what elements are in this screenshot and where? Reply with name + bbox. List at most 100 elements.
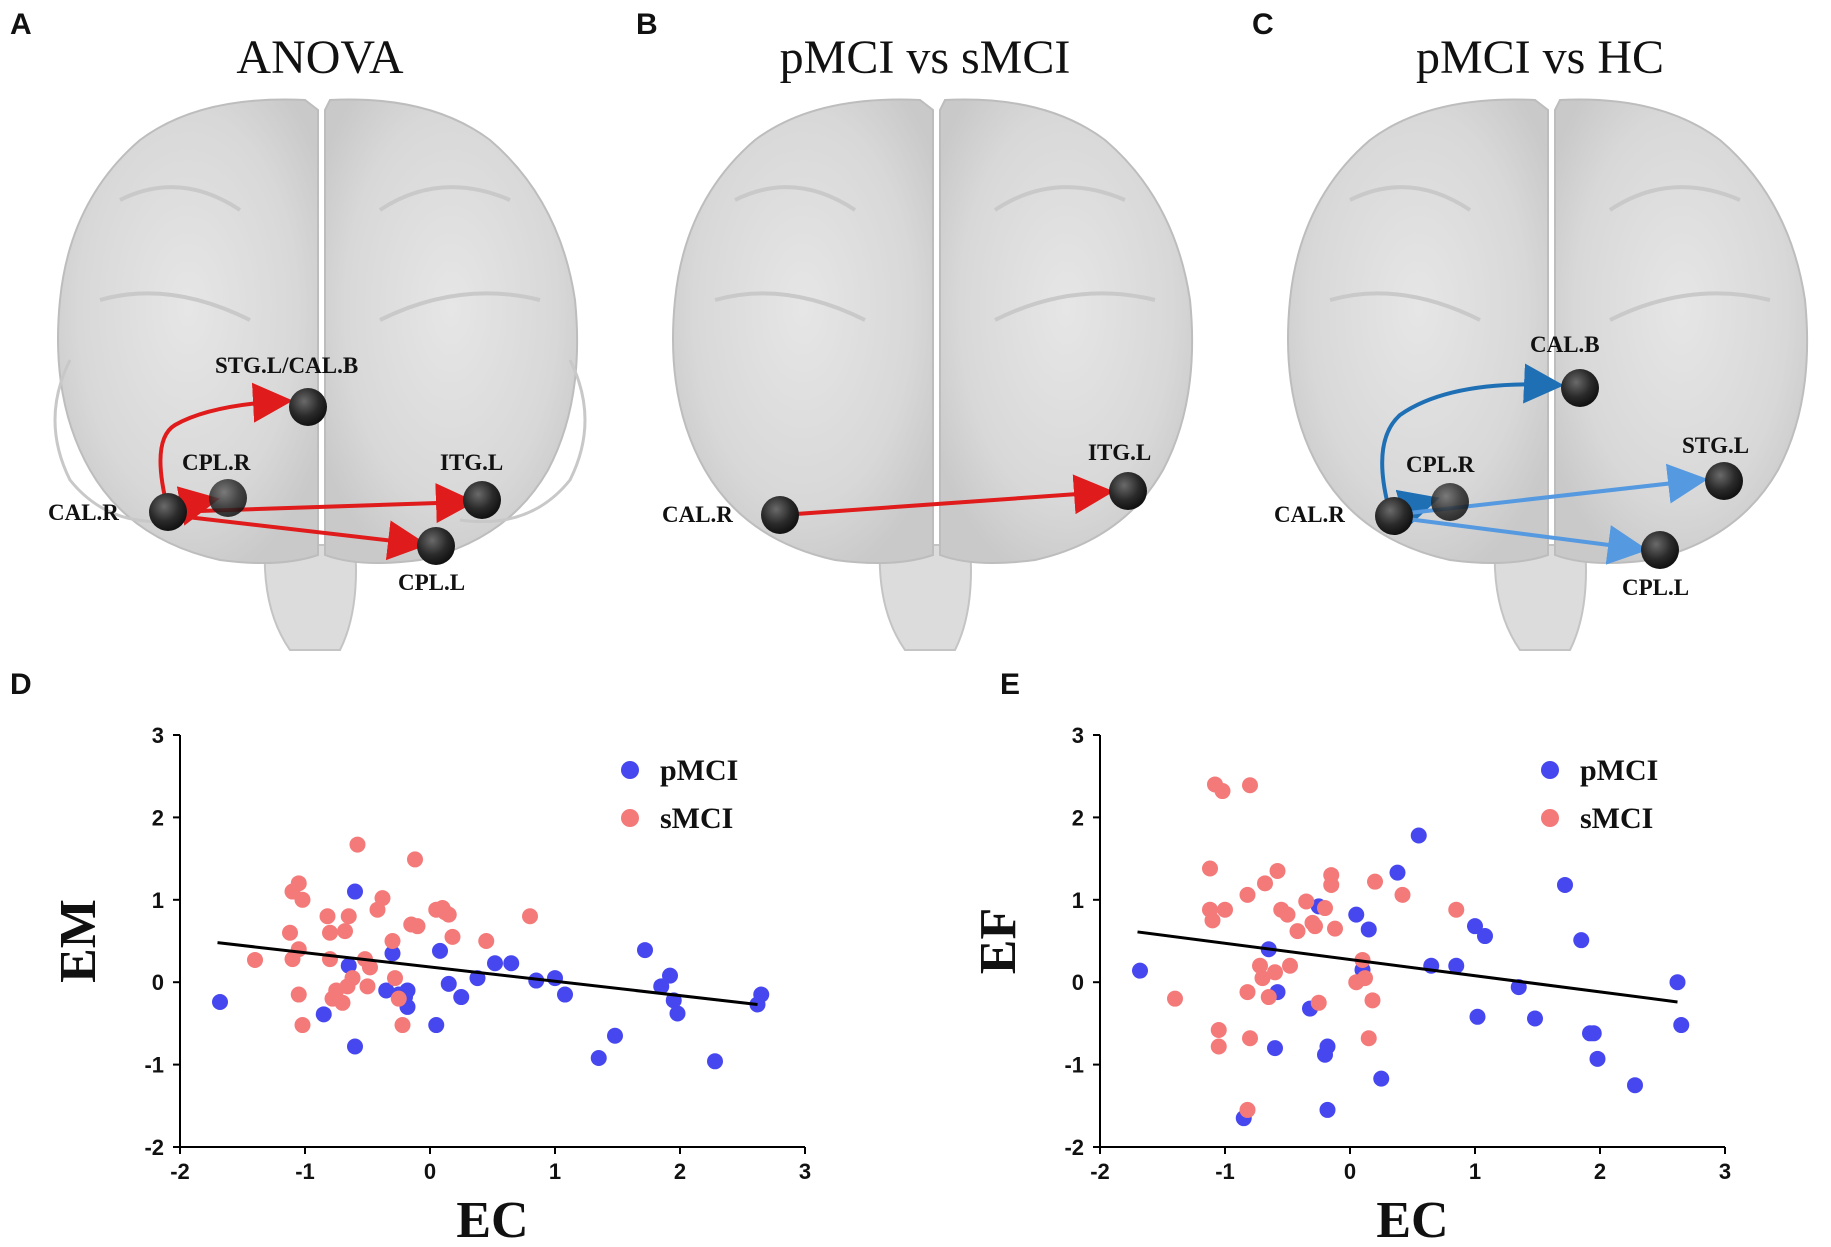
node-c-cal-r bbox=[1375, 497, 1413, 535]
point-smci bbox=[1367, 873, 1383, 890]
point-pmci bbox=[590, 1050, 607, 1067]
x-tick-label: -2 bbox=[1090, 1159, 1110, 1184]
point-smci bbox=[1210, 1038, 1227, 1055]
y-tick-label: 1 bbox=[1072, 888, 1084, 913]
point-pmci bbox=[340, 957, 357, 974]
node-a-cpl-l bbox=[417, 527, 455, 565]
point-smci bbox=[247, 951, 263, 968]
point-pmci bbox=[669, 1005, 686, 1022]
scatter-chart-e: -2 -1 0 1 2 3 -2 -1 0 1 2 3 EC EF pMCI sMCI bbox=[970, 723, 1731, 1247]
point-pmci bbox=[1132, 962, 1148, 979]
point-smci bbox=[1279, 906, 1296, 923]
node-c-cpl-r bbox=[1431, 483, 1469, 521]
panel-b-title: pMCI vs sMCI bbox=[779, 31, 1071, 84]
x-tick-label: -2 bbox=[170, 1159, 190, 1184]
point-smci bbox=[390, 990, 407, 1007]
point-smci bbox=[1260, 989, 1277, 1006]
point-smci bbox=[1239, 1101, 1256, 1118]
edge-c-cal-r-to-cal-b bbox=[1380, 363, 1564, 506]
brain-a-left-lobe bbox=[53, 359, 181, 524]
panel-c-nodes bbox=[1375, 369, 1743, 569]
label-a-cpl-l: CPL.L bbox=[398, 570, 465, 595]
point-smci bbox=[409, 918, 426, 935]
point-smci bbox=[374, 890, 391, 907]
node-a-cpl-r bbox=[209, 479, 247, 517]
point-smci bbox=[1360, 1030, 1377, 1047]
y-tick-label: 0 bbox=[1072, 970, 1084, 995]
edge-a-cal-r-to-cpl-l bbox=[169, 513, 428, 561]
point-smci bbox=[1298, 893, 1315, 910]
edge-b-cal-r-to-itg-l bbox=[781, 474, 1114, 517]
x-tick-label: 3 bbox=[1719, 1159, 1731, 1184]
point-smci bbox=[440, 906, 457, 923]
point-pmci bbox=[1448, 957, 1465, 974]
point-pmci bbox=[384, 945, 401, 962]
node-b-itg-l bbox=[1109, 472, 1147, 510]
point-smci bbox=[1269, 862, 1286, 879]
legend-label-smci: sMCI bbox=[1580, 802, 1653, 835]
legend-label-pmci: pMCI bbox=[660, 754, 738, 787]
point-pmci bbox=[1373, 1070, 1390, 1087]
node-c-cal-b bbox=[1561, 369, 1599, 407]
y-tick-label: 0 bbox=[152, 970, 164, 995]
node-a-cal-r bbox=[149, 493, 187, 531]
point-smci bbox=[387, 970, 403, 987]
node-b-cal-r bbox=[761, 496, 799, 534]
brain-a-stem bbox=[263, 544, 357, 651]
point-smci bbox=[344, 970, 361, 987]
point-pmci bbox=[453, 989, 470, 1006]
point-pmci bbox=[1410, 827, 1427, 844]
fit-line-e bbox=[1137, 930, 1678, 1004]
point-smci bbox=[1307, 918, 1323, 935]
node-a-stg-cal bbox=[289, 388, 327, 426]
panel-a-edges bbox=[158, 382, 476, 561]
point-pmci bbox=[1585, 1025, 1602, 1042]
x-axis-label-d: EC bbox=[456, 1192, 528, 1247]
point-smci bbox=[290, 875, 307, 892]
point-smci bbox=[340, 908, 357, 925]
point-pmci bbox=[428, 1017, 445, 1034]
label-a-cpl-r: CPL.R bbox=[182, 450, 251, 475]
label-c-cpl-l: CPL.L bbox=[1622, 575, 1689, 600]
point-pmci bbox=[1469, 1008, 1486, 1025]
y-tick-label: -2 bbox=[1064, 1135, 1084, 1160]
point-smci bbox=[294, 891, 311, 908]
brain-a-right-hemisphere bbox=[324, 98, 579, 565]
point-pmci bbox=[347, 1038, 363, 1055]
label-c-cal-r: CAL.R bbox=[1274, 502, 1345, 527]
point-pmci bbox=[1557, 876, 1573, 893]
point-pmci bbox=[378, 982, 395, 999]
point-smci bbox=[1310, 994, 1327, 1011]
label-c-cal-b: CAL.B bbox=[1530, 332, 1600, 357]
point-smci bbox=[290, 986, 307, 1003]
point-pmci bbox=[1467, 918, 1483, 935]
y-tick-label: 2 bbox=[1072, 805, 1084, 830]
point-smci bbox=[1214, 783, 1231, 800]
y-tick-label: -1 bbox=[1064, 1053, 1084, 1078]
point-pmci bbox=[1573, 932, 1590, 949]
y-tick-label: 2 bbox=[152, 805, 164, 830]
x-tick-label: 2 bbox=[674, 1159, 686, 1184]
panel-letter-d: D bbox=[10, 668, 32, 701]
brain-c bbox=[1287, 98, 1809, 651]
point-smci bbox=[1210, 1021, 1227, 1038]
edge-a-cal-r-to-stg-cal bbox=[158, 382, 293, 511]
point-pmci bbox=[1389, 864, 1406, 881]
y-tick-label: -2 bbox=[144, 1135, 164, 1160]
point-pmci bbox=[662, 967, 678, 984]
point-pmci bbox=[503, 955, 520, 972]
point-smci bbox=[1242, 1030, 1258, 1047]
point-smci bbox=[349, 836, 366, 853]
point-smci bbox=[1327, 920, 1343, 937]
point-smci bbox=[290, 941, 307, 958]
point-smci bbox=[1289, 923, 1306, 940]
point-smci bbox=[322, 924, 338, 941]
legend-label-smci: sMCI bbox=[660, 802, 733, 835]
point-smci bbox=[282, 924, 298, 941]
y-axis-label-d: EM bbox=[50, 899, 107, 983]
legend-marker-smci bbox=[621, 809, 639, 827]
point-smci bbox=[1239, 984, 1256, 1001]
legend-marker-pmci bbox=[621, 761, 639, 779]
point-pmci bbox=[1477, 928, 1493, 945]
node-c-cpl-l bbox=[1641, 531, 1679, 569]
